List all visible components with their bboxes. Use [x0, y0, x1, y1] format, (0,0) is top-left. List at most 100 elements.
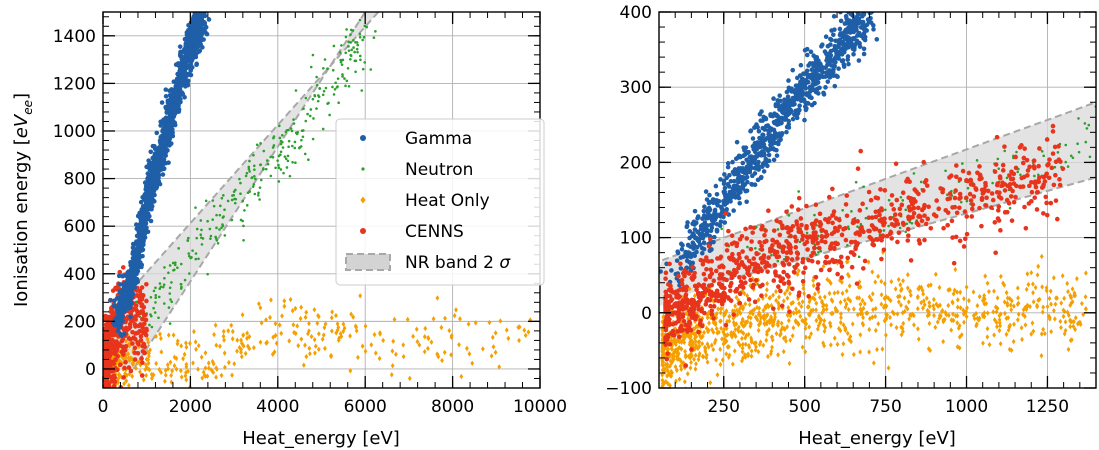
- gamma-point: [695, 229, 700, 235]
- heat-only-point: [780, 325, 785, 331]
- gamma-point: [150, 178, 156, 184]
- gamma-point: [133, 267, 138, 273]
- heat-only-point: [459, 373, 464, 380]
- heat-only-point: [772, 311, 777, 317]
- gamma-point: [685, 220, 690, 225]
- cenns-point: [144, 328, 149, 333]
- gamma-point: [820, 69, 825, 75]
- gamma-point: [787, 100, 792, 106]
- neutron-point: [337, 101, 340, 105]
- neutron-point: [805, 231, 809, 235]
- heat-only-point: [858, 332, 863, 338]
- cenns-point: [137, 310, 142, 316]
- neutron-point: [331, 85, 334, 89]
- neutron-point: [226, 199, 230, 203]
- heat-only-point: [1065, 309, 1070, 315]
- heat-only-point: [965, 305, 969, 311]
- neutron-point: [1005, 176, 1009, 180]
- heat-only-point: [981, 340, 985, 346]
- gamma-point: [796, 84, 801, 89]
- heat-only-point: [1005, 302, 1010, 309]
- heat-only-point: [321, 332, 326, 338]
- gamma-point: [747, 160, 753, 166]
- heat-only-point: [938, 302, 942, 308]
- heat-only-point: [896, 293, 900, 300]
- gamma-point: [179, 65, 184, 70]
- neutron-point: [262, 149, 266, 153]
- heat-only-point: [295, 323, 300, 329]
- heat-only-point: [436, 353, 441, 360]
- heat-only-point: [1066, 346, 1071, 353]
- gamma-point: [135, 279, 141, 285]
- gamma-point: [837, 32, 843, 38]
- gamma-point: [760, 141, 766, 147]
- heat-only-point: [274, 340, 279, 346]
- heat-only-point: [692, 293, 697, 299]
- heat-only-point: [718, 310, 723, 316]
- gamma-point: [684, 258, 690, 264]
- heat-only-point: [264, 340, 269, 346]
- heat-only-point: [921, 305, 925, 311]
- neutron-point: [292, 118, 295, 121]
- heat-only-point: [783, 290, 787, 297]
- heat-only-point: [329, 328, 334, 334]
- heat-only-point: [497, 364, 502, 370]
- heat-only-point: [193, 339, 198, 345]
- heat-only-point: [781, 348, 786, 355]
- neutron-point: [1069, 154, 1073, 158]
- neutron-point: [162, 285, 165, 289]
- cenns-point: [138, 338, 144, 343]
- gamma-point: [138, 226, 144, 231]
- gamma-point: [721, 214, 726, 220]
- heat-only-point: [221, 328, 226, 335]
- gamma-point: [706, 206, 712, 211]
- heat-only-point: [985, 334, 990, 340]
- gamma-point: [192, 22, 197, 28]
- neutron-point: [1015, 150, 1018, 154]
- gamma-point: [117, 325, 123, 330]
- heat-only-point: [493, 330, 498, 336]
- neutron-point: [281, 146, 285, 149]
- gamma-point: [155, 162, 161, 168]
- heat-only-point: [869, 297, 874, 303]
- gamma-point: [815, 91, 821, 96]
- heat-only-point: [239, 337, 243, 343]
- heat-only-point: [855, 295, 859, 301]
- heat-only-point: [943, 309, 948, 316]
- heat-only-point: [320, 336, 325, 343]
- heat-only-point: [184, 377, 189, 383]
- gamma-point: [692, 208, 698, 214]
- gamma-point: [732, 171, 737, 177]
- heat-only-point: [329, 315, 334, 321]
- neutron-point: [991, 181, 994, 185]
- gamma-point: [838, 18, 844, 24]
- heat-only-point: [987, 288, 991, 295]
- neutron-point: [301, 135, 305, 139]
- neutron-point: [199, 219, 203, 222]
- gamma-point: [735, 172, 741, 177]
- heat-only-point: [821, 307, 826, 313]
- heat-only-point: [207, 365, 211, 371]
- gamma-point: [771, 157, 777, 163]
- heat-only-point: [239, 349, 243, 355]
- neutron-point: [266, 162, 270, 166]
- heat-only-point: [1071, 318, 1076, 325]
- neutron-point: [288, 174, 292, 178]
- gamma-point: [722, 185, 728, 191]
- gamma-point: [728, 178, 734, 184]
- neutron-point: [221, 216, 225, 219]
- neutron-point: [154, 301, 157, 304]
- heat-only-point: [786, 317, 791, 324]
- cenns-point: [137, 288, 143, 294]
- cenns-point: [139, 373, 145, 378]
- heat-only-point: [348, 368, 353, 374]
- neutron-point: [300, 138, 303, 142]
- gamma-point: [754, 154, 760, 159]
- gamma-point: [761, 169, 767, 174]
- gamma-point: [790, 116, 796, 122]
- heat-only-point: [879, 278, 884, 285]
- neutron-point: [287, 145, 290, 149]
- heat-only-point: [1049, 328, 1054, 335]
- gamma-point: [687, 235, 692, 241]
- neutron-point: [187, 254, 191, 258]
